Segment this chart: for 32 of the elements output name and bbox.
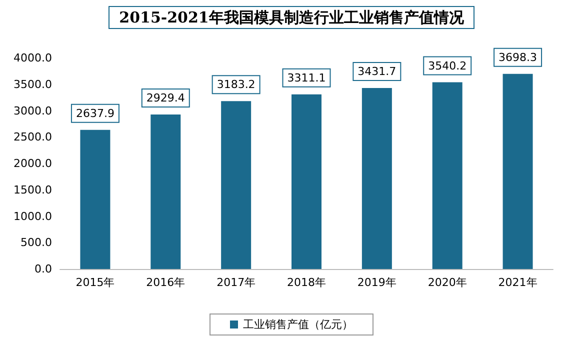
y-tick-label: 3500.0 xyxy=(14,78,52,91)
y-tick-label: 1000.0 xyxy=(14,210,52,223)
x-tick-label: 2016年 xyxy=(146,276,186,289)
data-label: 2929.4 xyxy=(146,91,185,104)
data-label: 3431.7 xyxy=(358,64,396,78)
x-tick-label: 2018年 xyxy=(287,276,326,289)
chart-title: 2015-2021年我国模具制造行业工业销售产值情况 xyxy=(119,8,465,26)
bar xyxy=(502,74,533,269)
bar xyxy=(292,94,322,269)
x-tick-label: 2019年 xyxy=(357,276,396,289)
y-tick-label: 500.0 xyxy=(20,236,52,250)
x-tick-label: 2020年 xyxy=(428,276,467,289)
data-label: 3540.2 xyxy=(428,59,467,72)
y-tick-label: 2500.0 xyxy=(14,130,52,144)
y-tick-label: 4000.0 xyxy=(14,52,52,64)
x-tick-label: 2017年 xyxy=(216,276,256,289)
legend-label: 工业销售产值（亿元） xyxy=(243,318,353,331)
bar xyxy=(150,114,181,269)
y-tick-label: 0.0 xyxy=(34,262,52,276)
y-tick-label: 2000.0 xyxy=(14,157,52,170)
data-label: 3698.3 xyxy=(498,50,538,64)
y-tick-label: 1500.0 xyxy=(14,183,52,196)
bar xyxy=(362,88,392,269)
x-tick-label: 2021年 xyxy=(498,276,538,289)
x-tick-label: 2015年 xyxy=(76,276,115,289)
bar xyxy=(221,101,252,269)
data-label: 3183.2 xyxy=(216,78,256,92)
bar xyxy=(432,82,462,269)
bar xyxy=(80,130,110,269)
data-label: 3311.1 xyxy=(287,71,326,84)
y-tick-label: 3000.0 xyxy=(14,104,52,118)
data-label: 2637.9 xyxy=(76,106,114,120)
